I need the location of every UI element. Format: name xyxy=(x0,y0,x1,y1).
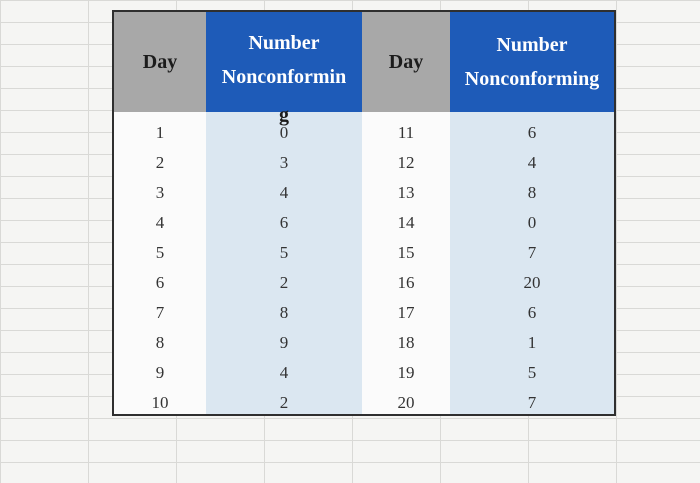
day-column-2: Day 11 12 13 14 15 16 17 18 19 20 xyxy=(362,12,450,414)
table-cell[interactable]: 3 xyxy=(279,153,289,172)
table-cell[interactable]: 6 xyxy=(527,123,537,142)
table-cell[interactable]: 4 xyxy=(155,213,165,232)
table-cell[interactable]: 1 xyxy=(527,333,537,352)
table-cell[interactable]: 13 xyxy=(397,183,415,202)
table-cell[interactable]: 16 xyxy=(397,273,415,292)
table-cell[interactable]: 4 xyxy=(279,363,289,382)
table-cell[interactable]: 4 xyxy=(527,153,537,172)
table-cell[interactable]: 8 xyxy=(155,333,165,352)
table-cell[interactable]: 8 xyxy=(279,303,289,322)
count-column-2: Number Nonconforming 6 4 8 0 7 20 6 1 5 … xyxy=(450,12,614,414)
header-count-2-line1: Number xyxy=(496,34,568,56)
table-cell[interactable]: 12 xyxy=(397,153,415,172)
day-column-1-body: 1 2 3 4 5 6 7 8 9 10 xyxy=(114,112,206,414)
table-cell[interactable]: 2 xyxy=(279,393,289,412)
table-cell[interactable]: 2 xyxy=(155,153,165,172)
table-cell[interactable]: 4 xyxy=(279,183,289,202)
header-count-1[interactable]: Number Nonconformin xyxy=(206,12,362,112)
table-cell[interactable]: 5 xyxy=(279,243,289,262)
table-cell[interactable]: 15 xyxy=(397,243,415,262)
header-day-2-label: Day xyxy=(388,51,424,73)
table-cell[interactable]: 2 xyxy=(279,273,289,292)
table-cell[interactable]: 7 xyxy=(155,303,165,322)
table-cell[interactable]: 20 xyxy=(523,273,541,292)
table-cell[interactable]: 14 xyxy=(397,213,415,232)
header-count-1-line2: Nonconformin xyxy=(221,66,347,88)
day-column-2-body: 11 12 13 14 15 16 17 18 19 20 xyxy=(362,112,450,414)
table-cell[interactable]: 8 xyxy=(527,183,537,202)
table-cell[interactable]: 20 xyxy=(397,393,415,412)
header-count-2-line2: Nonconforming xyxy=(464,68,600,90)
count-column-1-body: 0 3 4 6 5 2 8 9 4 2 xyxy=(206,112,362,414)
day-column-1: Day 1 2 3 4 5 6 7 8 9 10 xyxy=(114,12,206,414)
header-day-1-label: Day xyxy=(142,51,178,73)
table-cell[interactable]: 6 xyxy=(279,213,289,232)
header-count-1-line1: Number xyxy=(248,32,320,54)
table-cell[interactable]: 5 xyxy=(155,243,165,262)
table-cell[interactable]: 7 xyxy=(527,393,537,412)
table-cell[interactable]: 0 xyxy=(527,213,537,232)
table-cell[interactable]: 0 xyxy=(279,123,289,142)
header-count-2[interactable]: Number Nonconforming xyxy=(450,12,614,112)
header-day-1[interactable]: Day xyxy=(114,12,206,112)
count-column-1: Number Nonconformin 0 3 4 6 5 2 8 9 4 2 … xyxy=(206,12,362,414)
table-cell[interactable]: 18 xyxy=(397,333,415,352)
table-cell[interactable]: 11 xyxy=(397,123,415,142)
table-cell[interactable]: 3 xyxy=(155,183,165,202)
table-cell[interactable]: 1 xyxy=(155,123,165,142)
table-cell[interactable]: 6 xyxy=(155,273,165,292)
header-day-2[interactable]: Day xyxy=(362,12,450,112)
table-cell[interactable]: 9 xyxy=(279,333,289,352)
table-cell[interactable]: 19 xyxy=(397,363,415,382)
table-cell[interactable]: 5 xyxy=(527,363,537,382)
table-cell[interactable]: 10 xyxy=(151,393,169,412)
table-cell[interactable]: 17 xyxy=(397,303,415,322)
table-cell[interactable]: 7 xyxy=(527,243,537,262)
table-cell[interactable]: 6 xyxy=(527,303,537,322)
count-column-2-body: 6 4 8 0 7 20 6 1 5 7 xyxy=(450,112,614,414)
table-cell[interactable]: 9 xyxy=(155,363,165,382)
data-table: Day 1 2 3 4 5 6 7 8 9 10 Number Nonconfo… xyxy=(112,10,616,416)
header-count-1-overflow: g xyxy=(279,104,289,126)
